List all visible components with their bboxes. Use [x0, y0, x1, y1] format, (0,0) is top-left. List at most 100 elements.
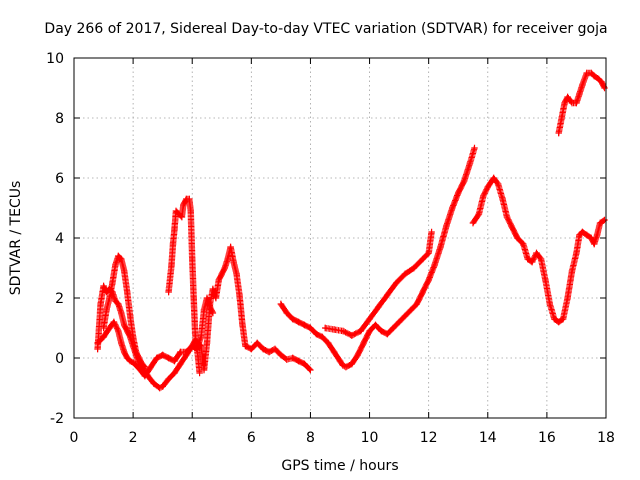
data-point: [177, 348, 184, 356]
data-point: [460, 177, 468, 185]
data-point: [301, 360, 308, 368]
data-point: [443, 222, 450, 230]
data-point: [393, 279, 400, 287]
data-point: [595, 75, 602, 83]
data-point: [537, 255, 545, 263]
data-point: [596, 219, 604, 227]
data-point: [289, 354, 296, 362]
data-point: [277, 300, 285, 308]
data-point: [322, 324, 329, 332]
data-point: [189, 342, 196, 350]
data-point: [254, 339, 261, 347]
data-point: [100, 282, 107, 290]
data-point: [177, 360, 184, 368]
data-point: [194, 354, 202, 362]
data-point: [159, 351, 166, 359]
data-point: [428, 228, 435, 236]
data-point: [601, 216, 608, 224]
data-point: [591, 240, 598, 248]
data-point: [466, 159, 474, 167]
data-point: [109, 279, 116, 287]
data-point: [419, 255, 426, 263]
data-point: [135, 365, 143, 372]
data-point: [283, 356, 290, 363]
data-point: [455, 189, 462, 197]
data-point: [230, 258, 237, 266]
data-point: [378, 327, 385, 335]
data-point: [354, 351, 361, 359]
data-point: [172, 207, 180, 215]
series-sdtvar-track-g: [469, 174, 608, 326]
data-point: [551, 315, 558, 323]
data-point: [106, 324, 113, 332]
data-point: [520, 240, 527, 248]
data-point: [236, 291, 243, 299]
data-point: [342, 363, 350, 371]
data-point: [135, 354, 143, 362]
data-point: [573, 99, 580, 107]
data-point: [115, 252, 122, 260]
data-point: [277, 351, 285, 359]
data-point: [366, 327, 373, 335]
series-sdtvar-track-d: [165, 195, 203, 377]
data-point: [555, 129, 562, 137]
data-point: [480, 192, 487, 200]
data-point: [200, 306, 208, 314]
data-point: [503, 213, 511, 221]
data-point: [165, 288, 172, 296]
x-tick-label: 8: [306, 430, 315, 446]
data-point: [360, 339, 367, 347]
data-point: [366, 315, 373, 323]
data-point: [100, 333, 107, 341]
data-point: [295, 318, 302, 326]
data-point: [100, 324, 107, 332]
x-tick-label: 16: [538, 430, 556, 446]
data-point: [514, 234, 521, 242]
data-point: [156, 384, 163, 392]
data-point: [147, 363, 154, 371]
x-tick-label: 10: [361, 430, 379, 446]
data-point: [561, 99, 568, 107]
data-point: [401, 270, 409, 278]
data-point: [407, 306, 415, 314]
data-point: [348, 360, 355, 368]
data-point: [227, 243, 234, 251]
data-point: [558, 114, 565, 122]
data-layer: [94, 69, 608, 392]
data-point: [141, 372, 149, 380]
data-point: [425, 276, 432, 284]
data-point: [106, 294, 113, 302]
data-point: [165, 375, 172, 383]
data-point: [118, 255, 125, 263]
data-point: [490, 174, 497, 182]
data-point: [178, 213, 186, 221]
data-point: [165, 354, 172, 362]
data-point: [121, 267, 128, 275]
data-point: [127, 312, 134, 320]
data-point: [289, 315, 296, 323]
data-point: [283, 309, 290, 317]
x-tick-label: 0: [70, 430, 79, 446]
data-point: [499, 195, 506, 203]
data-point: [189, 255, 196, 263]
data-point: [206, 303, 214, 311]
data-point: [395, 318, 403, 326]
data-point: [196, 369, 203, 377]
data-point: [190, 294, 197, 302]
data-point: [183, 348, 190, 356]
data-point: [209, 309, 217, 317]
data-point: [175, 210, 183, 218]
data-point: [431, 261, 438, 269]
data-point: [579, 228, 586, 236]
data-point: [215, 276, 222, 284]
x-tick-label: 2: [129, 430, 138, 446]
data-point: [212, 294, 220, 302]
data-point: [124, 288, 131, 296]
data-point: [576, 231, 583, 239]
data-point: [598, 78, 605, 86]
data-point: [559, 315, 567, 323]
data-point: [339, 362, 347, 369]
data-point: [209, 285, 217, 293]
x-tick-label: 4: [188, 430, 197, 446]
data-point: [186, 345, 193, 353]
